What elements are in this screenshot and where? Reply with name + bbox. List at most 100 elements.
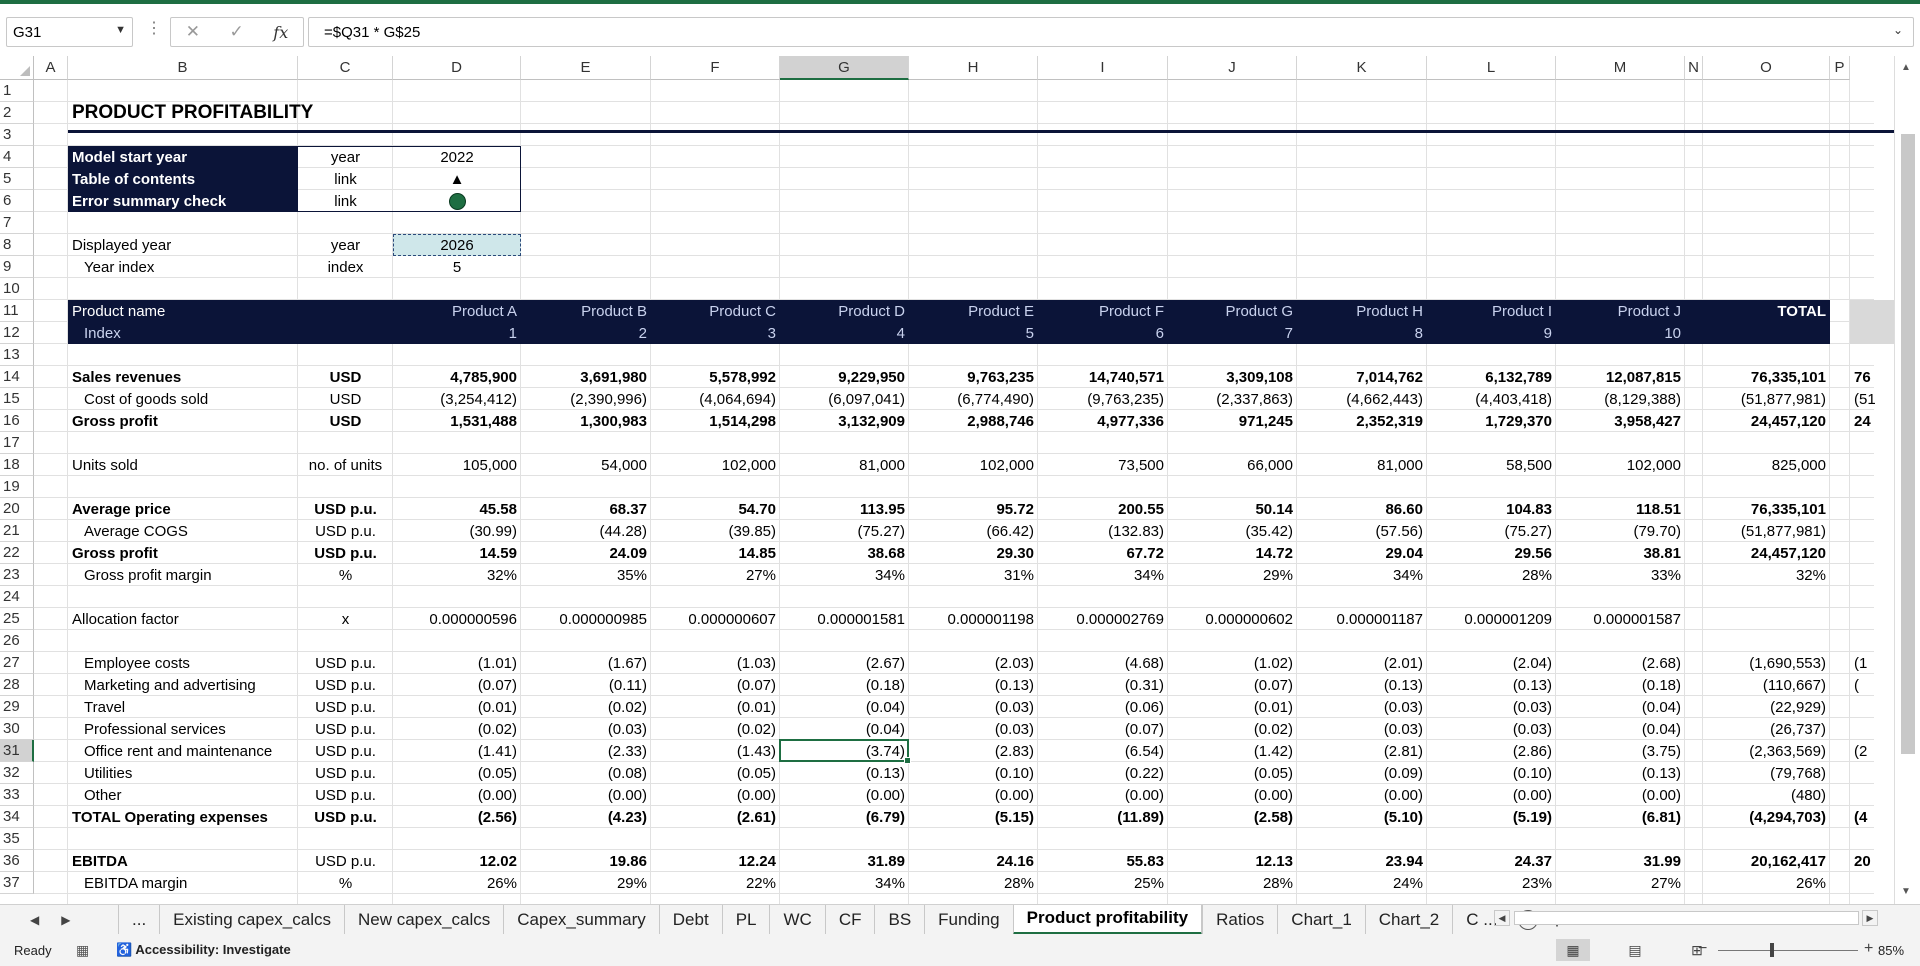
value-cell[interactable]: (0.00) (1168, 784, 1297, 806)
value-cell[interactable]: (0.03) (909, 696, 1038, 718)
value-cell[interactable]: 14.85 (651, 542, 780, 564)
row-header-21[interactable]: 21 (0, 520, 34, 542)
column-header-a[interactable]: A (34, 56, 68, 80)
value-cell[interactable]: 95.72 (909, 498, 1038, 520)
value-cell[interactable]: 3,691,980 (521, 366, 651, 388)
value-cell[interactable]: (0.03) (1427, 696, 1556, 718)
tab-chart-1[interactable]: Chart_1 (1277, 904, 1364, 935)
value-cell[interactable]: 55.83 (1038, 850, 1168, 872)
value-cell[interactable]: (6.54) (1038, 740, 1168, 762)
value-cell[interactable]: (9,763,235) (1038, 388, 1168, 410)
column-header-p[interactable]: P (1830, 56, 1850, 80)
page-layout-icon[interactable]: ▤ (1628, 941, 1642, 958)
row-header-12[interactable]: 12 (0, 322, 34, 344)
row-header-17[interactable]: 17 (0, 432, 34, 454)
value-cell[interactable]: (2,337,863) (1168, 388, 1297, 410)
value-cell[interactable]: (0.03) (521, 718, 651, 740)
value-cell[interactable]: 104.83 (1427, 498, 1556, 520)
value-cell[interactable]: 6,132,789 (1427, 366, 1556, 388)
row-header-20[interactable]: 20 (0, 498, 34, 520)
vertical-scrollbar[interactable]: ▲ ▼ (1894, 56, 1920, 904)
row-header-25[interactable]: 25 (0, 608, 34, 630)
value-cell[interactable]: (1.03) (651, 652, 780, 674)
zoom-level[interactable]: 85% (1878, 942, 1905, 958)
value-cell[interactable]: 0.000000602 (1168, 608, 1297, 630)
value-cell[interactable]: 971,245 (1168, 410, 1297, 432)
enter-icon[interactable]: ✓ (229, 22, 244, 41)
column-header-f[interactable]: F (651, 56, 780, 80)
tab-bs[interactable]: BS (874, 904, 924, 935)
page-break-icon[interactable]: ⊞ (1691, 941, 1703, 958)
value-cell[interactable]: (0.05) (651, 762, 780, 784)
value-cell[interactable]: 73,500 (1038, 454, 1168, 476)
value-cell[interactable]: 14,740,571 (1038, 366, 1168, 388)
value-cell[interactable]: (4,403,418) (1427, 388, 1556, 410)
value-cell[interactable]: (4,064,694) (651, 388, 780, 410)
row-header-11[interactable]: 11 (0, 300, 34, 322)
value-cell[interactable]: (3,254,412) (393, 388, 521, 410)
row-header-10[interactable]: 10 (0, 278, 34, 300)
accessibility-status[interactable]: ♿ Accessibility: Investigate (116, 942, 291, 957)
value-cell[interactable]: 34% (1038, 564, 1168, 586)
tab-c[interactable]: C ... (1452, 904, 1510, 935)
value-cell[interactable]: (44.28) (521, 520, 651, 542)
value-cell[interactable]: 9,763,235 (909, 366, 1038, 388)
row-header-14[interactable]: 14 (0, 366, 34, 388)
row-header-36[interactable]: 36 (0, 850, 34, 872)
zoom-out-icon[interactable]: − (1698, 940, 1708, 957)
row-header-29[interactable]: 29 (0, 696, 34, 718)
value-cell[interactable]: (0.07) (1168, 674, 1297, 696)
row-header-9[interactable]: 9 (0, 256, 34, 278)
row-header-26[interactable]: 26 (0, 630, 34, 652)
value-cell[interactable]: (0.00) (1297, 784, 1427, 806)
value-cell[interactable]: (0.04) (1556, 718, 1685, 740)
value-cell[interactable]: 58,500 (1427, 454, 1556, 476)
value-cell[interactable]: 3,309,108 (1168, 366, 1297, 388)
value-cell[interactable]: 32% (393, 564, 521, 586)
scroll-thumb[interactable] (1901, 134, 1915, 754)
value-cell[interactable]: (0.00) (1038, 784, 1168, 806)
tab-pl[interactable]: PL (721, 904, 770, 935)
row-header-3[interactable]: 3 (0, 124, 34, 146)
value-cell[interactable]: 29.56 (1427, 542, 1556, 564)
value-cell[interactable]: (0.02) (521, 696, 651, 718)
value-cell[interactable]: (2.68) (1556, 652, 1685, 674)
row-header-34[interactable]: 34 (0, 806, 34, 828)
value-cell[interactable]: 26% (393, 872, 521, 894)
column-header-d[interactable]: D (393, 56, 521, 80)
value-cell[interactable]: (0.07) (1038, 718, 1168, 740)
row-header-32[interactable]: 32 (0, 762, 34, 784)
value-cell[interactable]: (0.13) (1556, 762, 1685, 784)
row-header-1[interactable]: 1 (0, 80, 34, 102)
column-header-o[interactable]: O (1703, 56, 1830, 80)
value-cell[interactable]: 54,000 (521, 454, 651, 476)
value-cell[interactable]: 14.59 (393, 542, 521, 564)
horizontal-scrollbar[interactable]: ◀ ▶ (1494, 908, 1914, 928)
name-box[interactable]: G31 ▼ (6, 17, 133, 47)
value-cell[interactable]: (0.11) (521, 674, 651, 696)
row-header-5[interactable]: 5 (0, 168, 34, 190)
scroll-track[interactable] (1514, 911, 1859, 925)
displayed-year-input[interactable]: 2026 (393, 234, 521, 256)
value-cell[interactable]: (0.31) (1038, 674, 1168, 696)
value-cell[interactable]: (2.04) (1427, 652, 1556, 674)
value-cell[interactable]: (0.06) (1038, 696, 1168, 718)
value-cell[interactable]: (2.58) (1168, 806, 1297, 828)
value-cell[interactable]: 81,000 (780, 454, 909, 476)
tab-new-capex-calcs[interactable]: New capex_calcs (343, 904, 503, 935)
row-header-4[interactable]: 4 (0, 146, 34, 168)
value-cell[interactable]: (6.79) (780, 806, 909, 828)
value-cell[interactable]: (0.02) (1168, 718, 1297, 740)
value-cell[interactable]: 29.30 (909, 542, 1038, 564)
row-header-19[interactable]: 19 (0, 476, 34, 498)
value-cell[interactable]: 45.58 (393, 498, 521, 520)
value-cell[interactable]: 23.94 (1297, 850, 1427, 872)
value-cell[interactable]: 102,000 (909, 454, 1038, 476)
value-cell[interactable]: (8,129,388) (1556, 388, 1685, 410)
value-cell[interactable]: 28% (1168, 872, 1297, 894)
value-cell[interactable]: 0.000000985 (521, 608, 651, 630)
zoom-in-icon[interactable]: + (1864, 940, 1874, 957)
value-cell[interactable]: 12,087,815 (1556, 366, 1685, 388)
value-cell[interactable]: 1,729,370 (1427, 410, 1556, 432)
value-cell[interactable]: (3.75) (1556, 740, 1685, 762)
